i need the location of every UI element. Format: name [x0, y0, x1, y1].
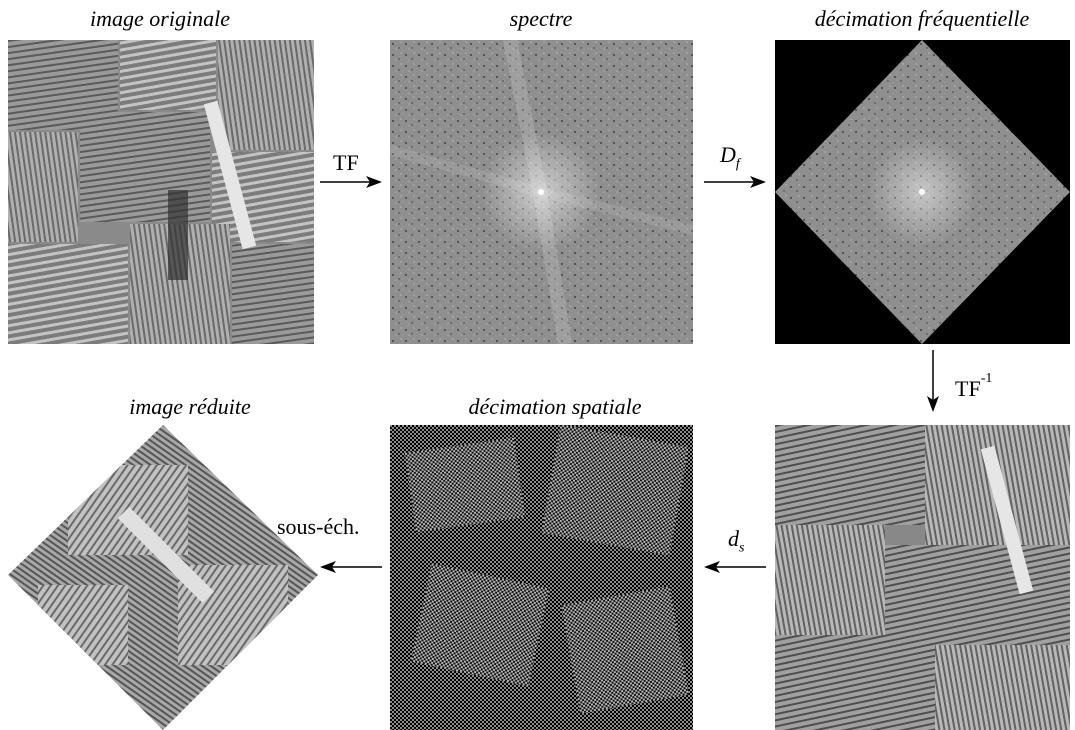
spatial-decimation-image	[390, 425, 693, 730]
operation-tf-label: TF	[333, 150, 359, 175]
operation-tf-inverse-text: TF	[955, 376, 981, 401]
spectrum-image	[390, 40, 693, 344]
frequency-decimation-image	[775, 40, 1070, 344]
arrow-tf	[320, 176, 382, 188]
caption-image-reduite: image réduite	[129, 394, 251, 419]
operation-df-label: Df	[720, 142, 740, 172]
operation-df-subscript: f	[735, 156, 740, 172]
arrow-tf-inverse	[927, 350, 939, 412]
arrow-subsample	[320, 561, 382, 573]
inverse-tf-image	[775, 425, 1070, 730]
caption-image-originale: image originale	[90, 6, 230, 31]
caption-spectre: spectre	[509, 6, 573, 31]
arrow-df	[704, 176, 766, 188]
operation-tf-inverse-label: TF-1	[955, 371, 992, 402]
operation-ds-label: ds	[728, 526, 744, 556]
operation-df-symbol: D	[720, 142, 736, 167]
reduced-image	[8, 425, 318, 730]
operation-ds-subscript: s	[739, 540, 745, 556]
operation-tf-inverse-exponent: -1	[980, 370, 993, 386]
caption-decimation-spatiale: décimation spatiale	[468, 394, 642, 419]
operation-ds-symbol: d	[728, 526, 739, 551]
original-image	[8, 40, 314, 344]
arrow-ds	[704, 561, 766, 573]
caption-decimation-frequentielle: décimation fréquentielle	[814, 6, 1030, 31]
operation-subsample-label: sous-éch.	[277, 514, 360, 539]
